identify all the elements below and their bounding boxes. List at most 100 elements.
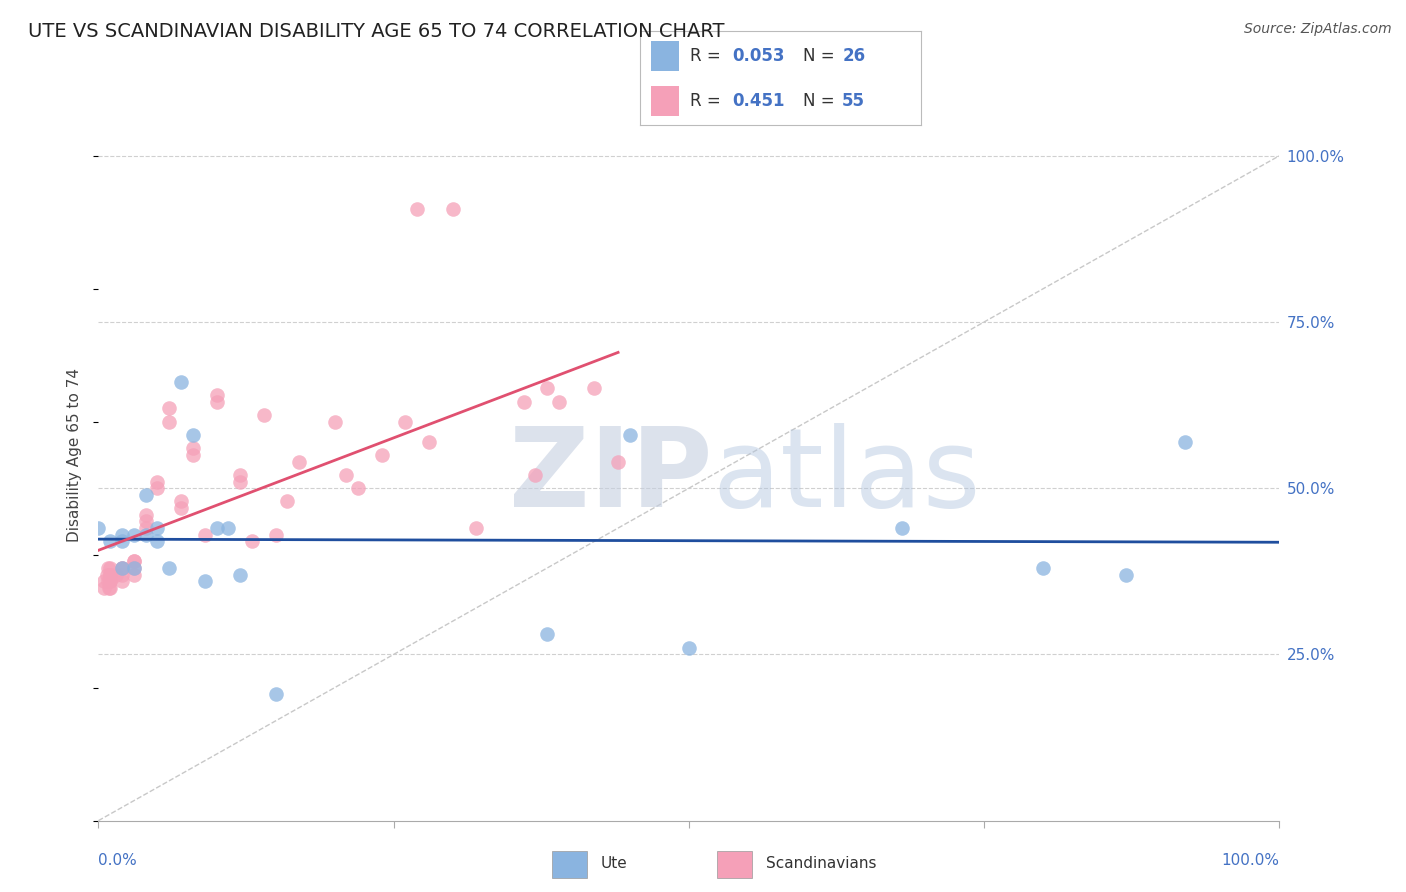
Text: Source: ZipAtlas.com: Source: ZipAtlas.com [1244,22,1392,37]
Point [229,567,252,582]
Point [205,521,228,535]
Point [87,521,110,535]
Point [890,521,912,535]
Point [122,527,145,541]
Point [406,202,429,216]
Point [181,428,204,442]
Point [111,534,134,549]
Text: N =: N = [803,46,839,64]
Point [122,554,145,568]
Point [288,454,311,468]
Point [536,381,558,395]
Point [98,534,121,549]
Point [276,494,298,508]
Point [122,554,145,568]
Point [170,375,193,389]
Point [97,561,120,575]
Point [93,574,115,589]
Text: 55: 55 [842,92,865,110]
Text: Scandinavians: Scandinavians [766,855,877,871]
Point [441,202,464,216]
Point [98,574,121,589]
Point [146,521,169,535]
Point [157,401,180,416]
Text: N =: N = [803,92,839,110]
Point [240,534,263,549]
Point [135,527,157,541]
Point [135,488,157,502]
Text: Ute: Ute [602,855,628,871]
Point [264,527,287,541]
Point [105,567,128,582]
Point [371,448,394,462]
Point [512,394,534,409]
Point [170,494,193,508]
Point [418,434,440,449]
Point [157,561,180,575]
Point [229,475,252,489]
Text: UTE VS SCANDINAVIAN DISABILITY AGE 65 TO 74 CORRELATION CHART: UTE VS SCANDINAVIAN DISABILITY AGE 65 TO… [28,22,724,41]
Point [229,467,252,482]
Text: R =: R = [690,46,727,64]
Point [98,561,121,575]
Text: 0.451: 0.451 [733,92,785,110]
Point [111,527,134,541]
Point [607,454,630,468]
Point [205,394,228,409]
Text: R =: R = [690,92,727,110]
Point [264,687,287,701]
Point [619,428,641,442]
Point [524,467,547,482]
Bar [651,86,679,116]
Point [678,640,700,655]
Point [194,574,217,589]
Point [536,627,558,641]
Point [122,561,145,575]
Point [170,501,193,516]
Point [1174,434,1197,449]
Point [181,442,204,456]
Point [93,581,115,595]
Point [583,381,606,395]
Point [98,574,121,589]
Point [181,448,204,462]
Text: 100.0%: 100.0% [1222,853,1279,868]
Point [135,515,157,529]
Point [98,581,121,595]
Bar [717,851,752,878]
Text: atlas: atlas [713,424,981,531]
Point [96,567,118,582]
Bar [651,40,679,70]
Point [111,574,134,589]
Point [1115,567,1137,582]
Point [98,567,121,582]
Point [347,481,370,495]
Point [157,415,180,429]
Text: 0.053: 0.053 [733,46,785,64]
Point [194,527,217,541]
Point [111,567,134,582]
Point [548,394,571,409]
Point [335,467,357,482]
Point [122,561,145,575]
Point [253,408,276,422]
Point [1032,561,1054,575]
Point [217,521,239,535]
Text: ZIP: ZIP [509,424,713,531]
Point [97,574,120,589]
Point [146,481,169,495]
Point [98,567,121,582]
Point [135,508,157,522]
Y-axis label: Disability Age 65 to 74: Disability Age 65 to 74 [67,368,83,542]
Point [146,475,169,489]
Point [111,561,134,575]
Bar [551,851,588,878]
Text: 0.0%: 0.0% [98,853,138,868]
Point [122,567,145,582]
Point [111,561,134,575]
Point [135,521,157,535]
Point [111,561,134,575]
Point [205,388,228,402]
Point [98,581,121,595]
Point [146,534,169,549]
